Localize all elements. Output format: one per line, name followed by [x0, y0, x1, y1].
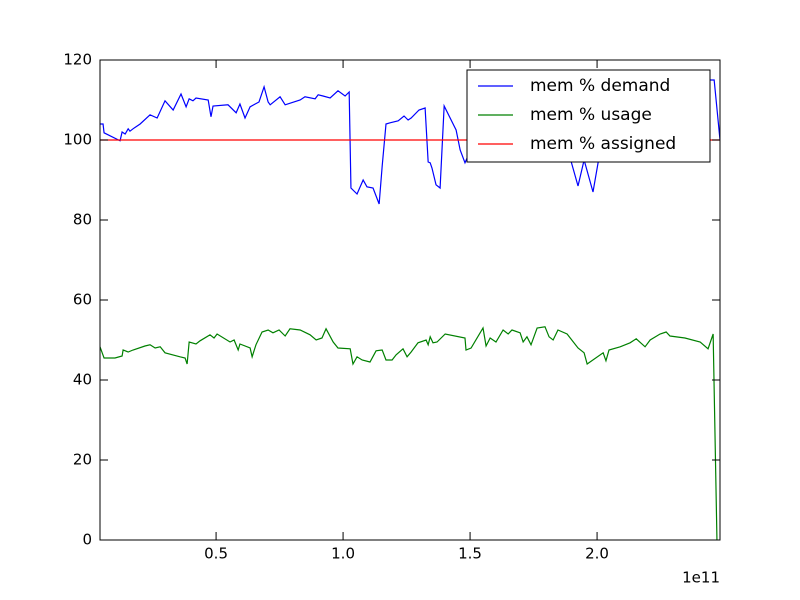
y-tick-label: 80 [73, 211, 92, 229]
y-tick-label: 60 [73, 291, 92, 309]
x-tick-label: 0.5 [204, 545, 228, 563]
x-tick-label: 1.5 [458, 545, 482, 563]
series-line [100, 326, 718, 540]
x-offset-label: 1e11 [682, 569, 720, 587]
x-tick-label: 2.0 [585, 545, 609, 563]
legend-box [466, 69, 711, 163]
y-tick-label: 40 [73, 371, 92, 389]
y-tick-label: 120 [63, 51, 92, 69]
y-tick-label: 100 [63, 131, 92, 149]
legend-label: mem % demand [530, 76, 670, 96]
y-tick-label: 20 [73, 451, 92, 469]
legend-label: mem % assigned [530, 134, 676, 154]
legend-label: mem % usage [530, 105, 652, 125]
y-tick-label: 0 [82, 531, 92, 549]
x-tick-label: 1.0 [331, 545, 355, 563]
